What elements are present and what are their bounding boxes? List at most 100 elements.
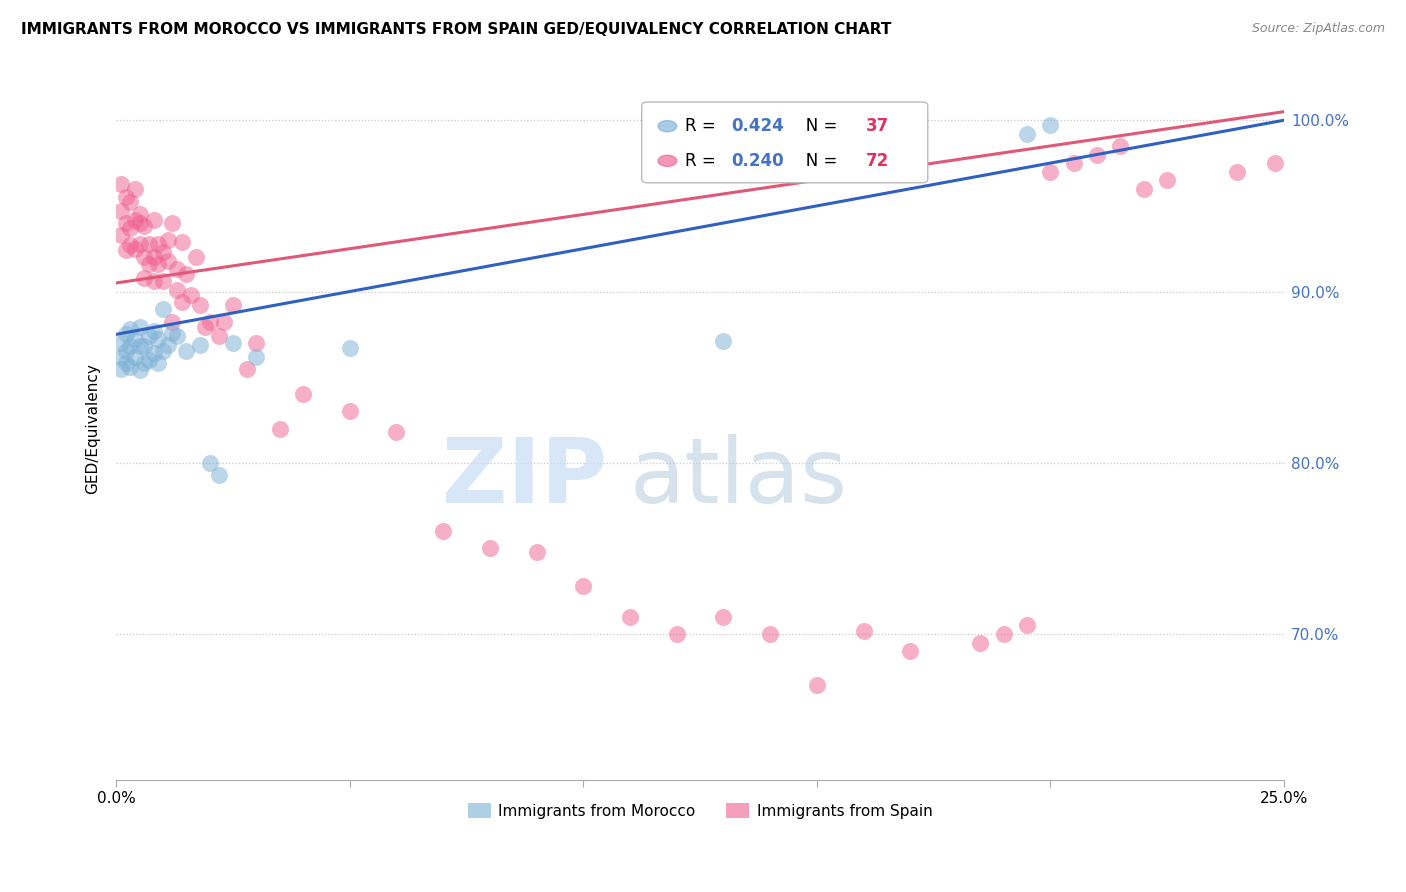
Point: [1015, 618, 1038, 632]
Point: [114, 244, 136, 258]
Point: [114, 344, 136, 359]
Point: [156, 233, 179, 247]
Point: [212, 315, 235, 329]
Point: [148, 236, 170, 251]
Point: [292, 387, 315, 401]
FancyBboxPatch shape: [641, 102, 928, 183]
Point: [128, 216, 150, 230]
Point: [134, 270, 156, 285]
Point: [1156, 173, 1178, 187]
Point: [162, 326, 184, 340]
Point: [152, 344, 174, 359]
Point: [124, 333, 146, 347]
Text: R =: R =: [685, 152, 721, 169]
Text: 37: 37: [866, 117, 889, 136]
Point: [128, 363, 150, 377]
Point: [180, 288, 202, 302]
Point: [1226, 164, 1249, 178]
Point: [176, 344, 198, 359]
Point: [110, 227, 132, 242]
Circle shape: [658, 120, 676, 132]
Text: N =: N =: [790, 117, 842, 136]
Point: [198, 456, 221, 470]
Point: [138, 257, 160, 271]
Point: [852, 624, 875, 638]
Point: [188, 337, 211, 351]
Point: [572, 579, 595, 593]
Point: [176, 268, 198, 282]
Point: [110, 361, 132, 376]
Point: [110, 335, 132, 350]
Point: [339, 404, 361, 418]
Point: [114, 190, 136, 204]
Point: [128, 339, 150, 353]
Point: [156, 337, 179, 351]
Point: [110, 350, 132, 364]
Point: [134, 339, 156, 353]
Point: [1063, 156, 1085, 170]
Point: [142, 274, 165, 288]
Point: [526, 545, 548, 559]
Point: [184, 250, 207, 264]
Text: Source: ZipAtlas.com: Source: ZipAtlas.com: [1251, 22, 1385, 36]
Point: [128, 320, 150, 334]
Text: IMMIGRANTS FROM MOROCCO VS IMMIGRANTS FROM SPAIN GED/EQUIVALENCY CORRELATION CHA: IMMIGRANTS FROM MOROCCO VS IMMIGRANTS FR…: [21, 22, 891, 37]
Point: [152, 245, 174, 260]
Text: 0.424: 0.424: [731, 117, 785, 136]
Point: [713, 334, 735, 348]
Point: [120, 322, 142, 336]
Point: [619, 610, 641, 624]
Y-axis label: GED/Equivalency: GED/Equivalency: [86, 363, 100, 494]
Text: N =: N =: [790, 152, 842, 169]
Point: [162, 216, 184, 230]
Point: [142, 250, 165, 264]
Point: [114, 216, 136, 230]
Point: [124, 242, 146, 256]
Point: [134, 356, 156, 370]
Point: [245, 350, 267, 364]
Point: [339, 341, 361, 355]
Point: [806, 678, 828, 692]
Point: [188, 298, 211, 312]
Point: [1015, 127, 1038, 141]
Point: [385, 425, 408, 439]
Point: [110, 204, 132, 219]
Point: [142, 346, 165, 360]
Text: 72: 72: [866, 152, 889, 169]
Point: [120, 359, 142, 374]
Point: [1039, 164, 1062, 178]
Point: [114, 327, 136, 342]
Point: [170, 294, 193, 309]
Point: [120, 238, 142, 252]
Circle shape: [658, 155, 676, 167]
Point: [152, 301, 174, 316]
Point: [138, 353, 160, 368]
Point: [148, 257, 170, 271]
Point: [166, 329, 188, 343]
Point: [478, 541, 501, 556]
Point: [142, 324, 165, 338]
Point: [170, 235, 193, 249]
Point: [269, 421, 291, 435]
Legend: Immigrants from Morocco, Immigrants from Spain: Immigrants from Morocco, Immigrants from…: [461, 797, 939, 824]
Text: atlas: atlas: [630, 434, 848, 522]
Point: [759, 627, 782, 641]
Point: [713, 610, 735, 624]
Point: [138, 236, 160, 251]
Point: [222, 335, 245, 350]
Point: [128, 207, 150, 221]
Point: [1109, 139, 1132, 153]
Point: [1263, 156, 1285, 170]
Point: [665, 627, 688, 641]
Point: [156, 253, 179, 268]
Point: [166, 283, 188, 297]
Text: R =: R =: [685, 117, 721, 136]
Point: [432, 524, 454, 539]
Point: [124, 212, 146, 227]
Point: [124, 182, 146, 196]
Point: [148, 356, 170, 370]
Point: [222, 298, 245, 312]
Point: [162, 315, 184, 329]
Point: [198, 315, 221, 329]
Text: 0.240: 0.240: [731, 152, 785, 169]
